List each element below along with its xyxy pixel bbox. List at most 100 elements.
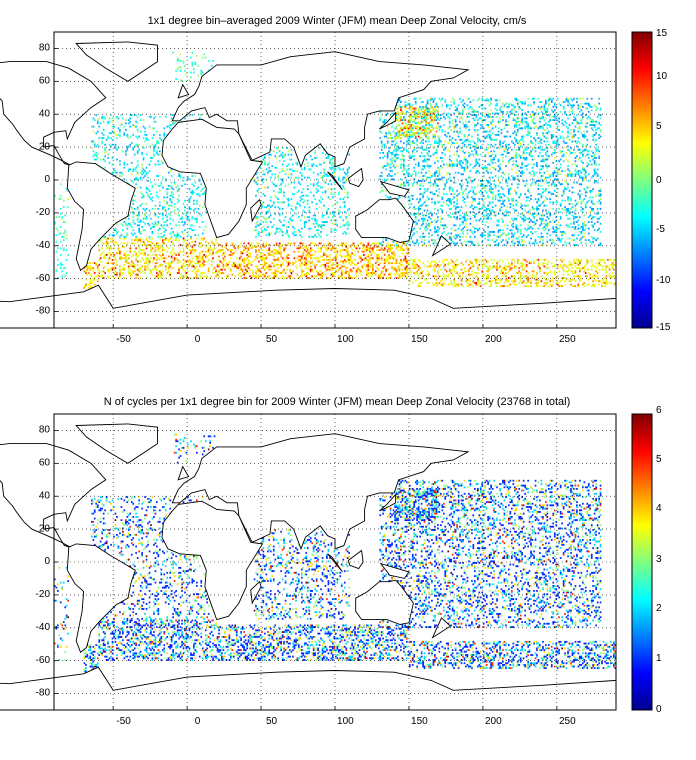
data-bin bbox=[417, 161, 420, 164]
data-bin bbox=[404, 255, 407, 258]
data-bin bbox=[491, 188, 494, 191]
data-bin bbox=[434, 263, 436, 266]
data-bin bbox=[326, 212, 328, 215]
data-bin bbox=[268, 252, 271, 255]
data-bin bbox=[487, 143, 489, 146]
data-bin bbox=[398, 267, 401, 270]
data-bin bbox=[241, 270, 244, 273]
data-bin bbox=[589, 273, 592, 276]
data-bin bbox=[447, 214, 450, 217]
data-bin bbox=[453, 101, 455, 103]
data-bin bbox=[96, 120, 99, 123]
data-bin bbox=[268, 161, 271, 164]
data-bin bbox=[481, 260, 484, 263]
data-bin bbox=[108, 252, 111, 255]
data-bin bbox=[491, 119, 494, 122]
data-bin bbox=[386, 155, 389, 158]
data-bin bbox=[187, 217, 189, 220]
data-bin bbox=[210, 249, 213, 251]
data-bin bbox=[151, 127, 154, 130]
data-bin bbox=[484, 263, 487, 266]
data-bin bbox=[460, 186, 463, 189]
data-bin bbox=[403, 165, 405, 168]
data-bin bbox=[441, 160, 444, 163]
data-bin bbox=[315, 235, 318, 238]
data-bin bbox=[240, 242, 242, 245]
data-bin bbox=[460, 112, 463, 115]
data-bin bbox=[490, 155, 492, 158]
data-bin bbox=[355, 275, 358, 278]
data-bin bbox=[488, 189, 491, 192]
data-bin bbox=[166, 237, 169, 240]
data-bin bbox=[201, 250, 204, 253]
data-bin bbox=[332, 171, 334, 174]
data-bin bbox=[395, 150, 398, 153]
data-bin bbox=[198, 180, 201, 182]
data-bin bbox=[330, 267, 333, 270]
data-bin bbox=[382, 157, 384, 159]
data-bin bbox=[262, 216, 265, 219]
data-bin bbox=[255, 217, 257, 220]
data-bin bbox=[503, 267, 506, 270]
data-bin bbox=[172, 244, 174, 246]
data-bin bbox=[295, 206, 297, 209]
data-bin bbox=[487, 270, 489, 273]
data-bin bbox=[448, 208, 451, 210]
data-bin bbox=[135, 178, 137, 181]
data-bin bbox=[593, 265, 596, 268]
data-bin bbox=[383, 249, 386, 251]
data-bin bbox=[457, 104, 460, 107]
data-bin bbox=[346, 258, 349, 261]
data-bin bbox=[395, 114, 398, 117]
data-bin bbox=[567, 270, 569, 273]
data-bin bbox=[154, 163, 157, 166]
data-bin bbox=[182, 232, 185, 235]
data-bin bbox=[190, 252, 192, 255]
data-bin bbox=[420, 140, 423, 143]
data-bin bbox=[172, 254, 174, 256]
data-bin bbox=[327, 262, 330, 265]
data-bin bbox=[491, 231, 494, 233]
data-bin bbox=[265, 211, 268, 214]
data-bin bbox=[391, 125, 393, 128]
data-bin bbox=[148, 240, 151, 243]
data-bin bbox=[395, 277, 398, 279]
data-bin bbox=[293, 242, 296, 245]
data-bin bbox=[222, 260, 225, 263]
data-bin bbox=[272, 189, 275, 192]
data-bin bbox=[249, 262, 251, 265]
data-bin bbox=[391, 161, 393, 164]
data-bin bbox=[512, 275, 515, 278]
data-bin bbox=[332, 211, 334, 214]
data-bin bbox=[383, 260, 386, 263]
data-bin bbox=[301, 268, 303, 271]
data-bin bbox=[198, 194, 201, 197]
data-bin bbox=[441, 285, 444, 288]
data-bin bbox=[320, 247, 322, 250]
data-bin bbox=[423, 191, 426, 194]
data-bin bbox=[401, 158, 404, 161]
data-bin bbox=[262, 244, 265, 246]
data-bin bbox=[116, 242, 118, 245]
data-bin bbox=[445, 104, 448, 107]
data-bin bbox=[216, 250, 219, 253]
data-bin bbox=[314, 150, 316, 153]
data-bin bbox=[413, 114, 416, 117]
data-bin bbox=[207, 267, 210, 270]
data-bin bbox=[435, 104, 438, 107]
data-bin bbox=[212, 257, 214, 260]
data-bin bbox=[323, 252, 325, 255]
data-bin bbox=[268, 263, 271, 266]
data-bin bbox=[407, 199, 410, 202]
data-bin bbox=[346, 171, 349, 174]
data-bin bbox=[383, 119, 386, 122]
data-bin bbox=[117, 249, 120, 251]
data-bin bbox=[169, 222, 172, 225]
data-bin bbox=[200, 245, 203, 248]
data-bin bbox=[278, 188, 281, 191]
data-bin bbox=[469, 153, 472, 156]
data-bin bbox=[453, 127, 455, 130]
data-bin bbox=[204, 250, 207, 253]
data-bin bbox=[312, 235, 315, 238]
data-bin bbox=[474, 109, 476, 112]
